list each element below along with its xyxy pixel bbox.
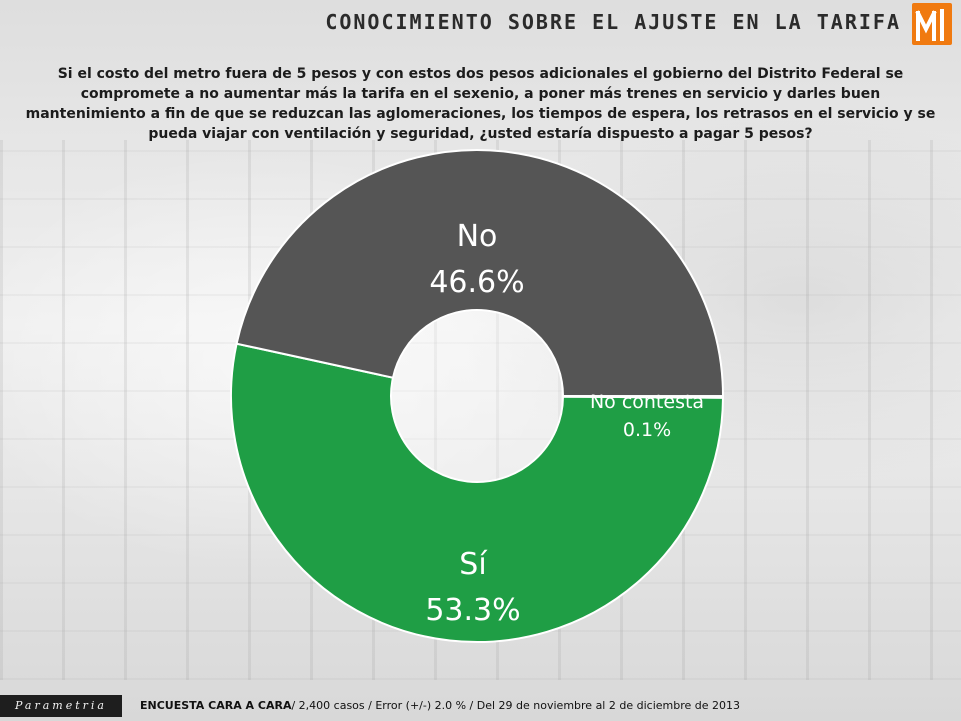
slice-value: 53.3% [425,593,520,628]
donut-hole [392,311,562,481]
slice-no-contesta [561,395,725,399]
footer: Parametria ENCUESTA CARA A CARA/ 2,400 c… [0,695,961,721]
slice-label: Sí [459,547,488,582]
slice-no [235,149,725,398]
slice-label: No contesta [590,391,704,413]
metro-logo-icon [912,3,952,45]
brand-logo: Parametria [0,695,122,717]
slice-label: No [457,219,498,254]
slice-value: 0.1% [623,419,671,441]
slice-si [230,342,725,643]
slide-title: Conocimiento sobre el ajuste en la tarif… [325,10,901,34]
slice-value: 46.6% [429,265,524,300]
source-method: ENCUESTA CARA A CARA [140,699,292,712]
survey-question: Si el costo del metro fuera de 5 pesos y… [25,66,936,142]
source-details: / 2,400 casos / Error (+/-) 2.0 % / Del … [291,699,740,712]
source-note: ENCUESTA CARA A CARA/ 2,400 casos / Erro… [140,699,740,712]
